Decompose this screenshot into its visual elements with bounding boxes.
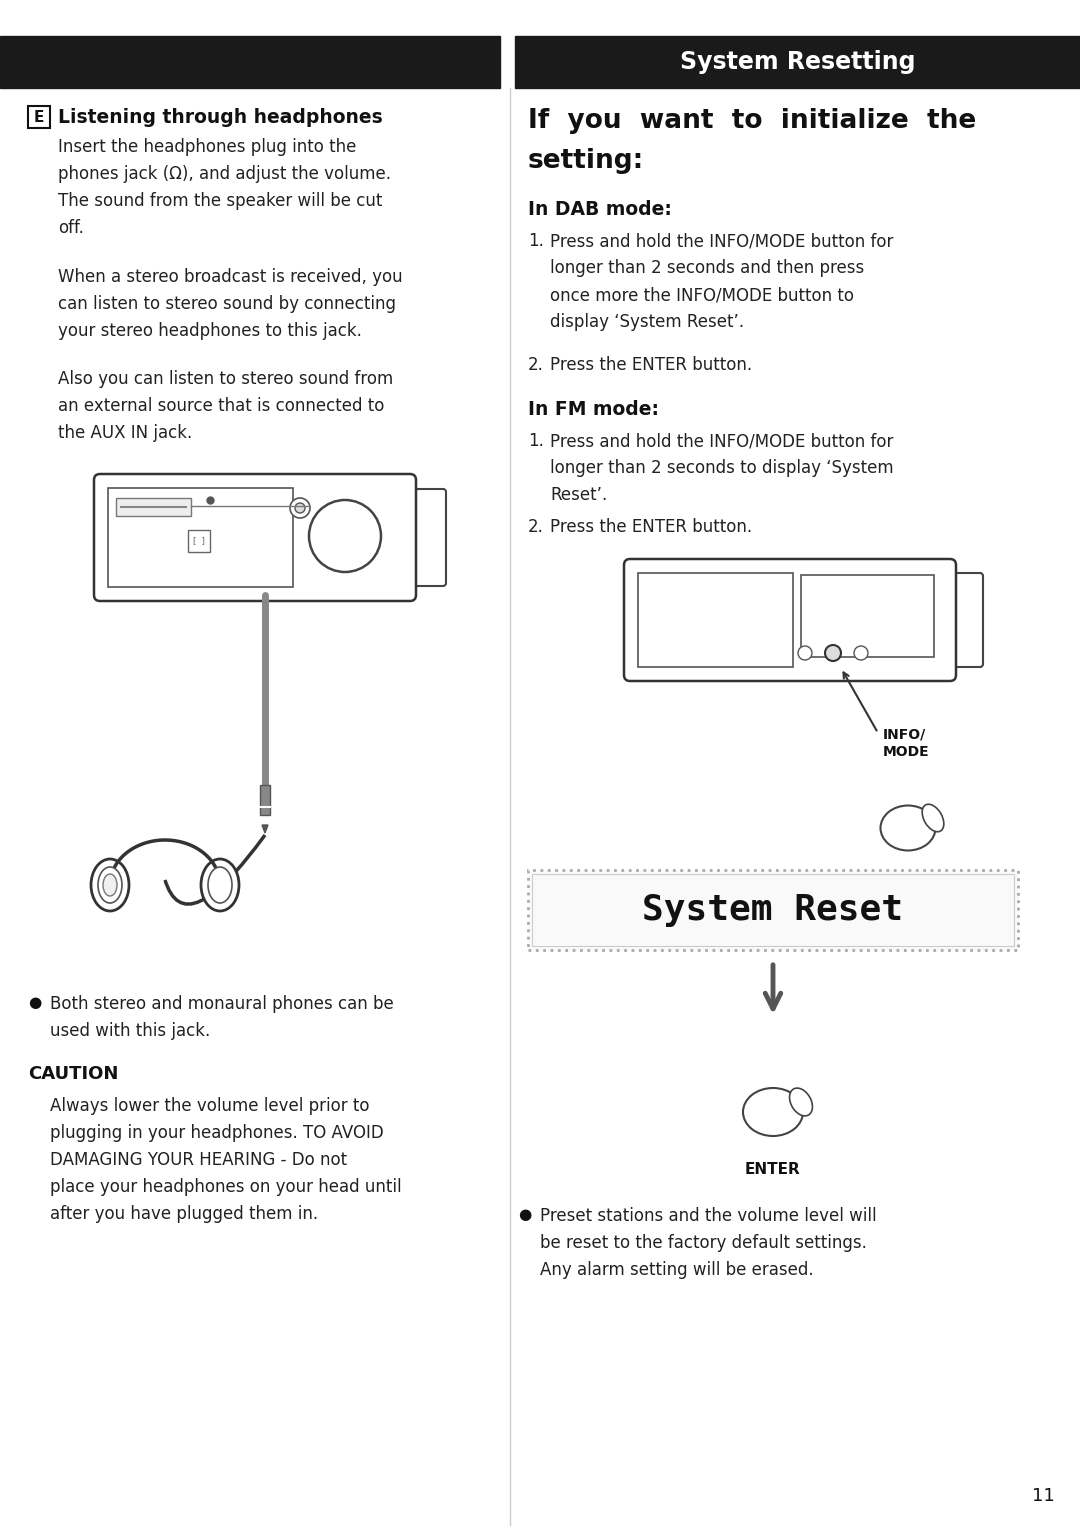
Ellipse shape	[201, 858, 239, 911]
Text: 2.: 2.	[528, 356, 544, 374]
Circle shape	[309, 500, 381, 572]
Bar	[801, 575, 934, 658]
Circle shape	[826, 645, 840, 661]
FancyBboxPatch shape	[945, 573, 983, 667]
Text: System Resetting: System Resetting	[679, 51, 915, 74]
FancyBboxPatch shape	[405, 489, 446, 586]
Text: Press and hold the INFO/MODE button for
longer than 2 seconds and then press
onc: Press and hold the INFO/MODE button for …	[550, 231, 893, 331]
Ellipse shape	[98, 868, 122, 903]
Text: System Reset: System Reset	[643, 894, 904, 927]
Text: Preset stations and the volume level will
be reset to the factory default settin: Preset stations and the volume level wil…	[540, 1206, 877, 1279]
Text: Both stereo and monaural phones can be
used with this jack.: Both stereo and monaural phones can be u…	[50, 995, 394, 1039]
Ellipse shape	[789, 1088, 812, 1116]
Circle shape	[295, 503, 305, 514]
Bar	[0, 35, 500, 87]
Text: CAUTION: CAUTION	[28, 1065, 119, 1082]
Text: In FM mode:: In FM mode:	[528, 400, 659, 419]
Bar	[638, 573, 793, 667]
Bar	[108, 487, 293, 587]
Bar	[260, 785, 270, 816]
Bar	[188, 530, 210, 552]
Text: [  ]: [ ]	[193, 537, 205, 546]
Ellipse shape	[208, 868, 232, 903]
Circle shape	[291, 498, 310, 518]
Text: If  you  want  to  initialize  the: If you want to initialize the	[528, 107, 976, 133]
Circle shape	[825, 645, 841, 661]
Text: Also you can listen to stereo sound from
an external source that is connected to: Also you can listen to stereo sound from…	[58, 369, 393, 442]
Text: INFO/
MODE: INFO/ MODE	[883, 728, 930, 759]
Text: Press and hold the INFO/MODE button for
longer than 2 seconds to display ‘System: Press and hold the INFO/MODE button for …	[550, 432, 893, 504]
Ellipse shape	[880, 805, 935, 851]
Polygon shape	[262, 825, 268, 832]
Bar	[515, 35, 1080, 87]
FancyBboxPatch shape	[28, 106, 50, 127]
Text: 1.: 1.	[528, 432, 544, 451]
Circle shape	[854, 645, 868, 661]
Text: 2.: 2.	[528, 518, 544, 537]
Text: ENTER: ENTER	[745, 1162, 801, 1177]
Ellipse shape	[743, 1088, 804, 1136]
Circle shape	[798, 645, 812, 661]
Bar	[116, 498, 191, 517]
Text: Press the ENTER button.: Press the ENTER button.	[550, 356, 752, 374]
Text: Listening through headphones: Listening through headphones	[58, 107, 382, 127]
FancyBboxPatch shape	[624, 560, 956, 681]
Text: 11: 11	[1032, 1487, 1055, 1505]
Ellipse shape	[922, 805, 944, 832]
Text: Press the ENTER button.: Press the ENTER button.	[550, 518, 752, 537]
Text: 1.: 1.	[528, 231, 544, 250]
Text: Insert the headphones plug into the
phones jack (Ω), and adjust the volume.
The : Insert the headphones plug into the phon…	[58, 138, 391, 238]
Text: E: E	[33, 109, 44, 124]
Text: setting:: setting:	[528, 149, 645, 175]
Bar	[532, 874, 1014, 946]
Text: Always lower the volume level prior to
plugging in your headphones. TO AVOID
DAM: Always lower the volume level prior to p…	[50, 1098, 402, 1223]
Bar	[528, 871, 1018, 950]
Text: ●: ●	[28, 995, 41, 1010]
Text: In DAB mode:: In DAB mode:	[528, 199, 672, 219]
Ellipse shape	[103, 874, 117, 895]
FancyBboxPatch shape	[94, 474, 416, 601]
Text: When a stereo broadcast is received, you
can listen to stereo sound by connectin: When a stereo broadcast is received, you…	[58, 268, 403, 340]
Text: ●: ●	[518, 1206, 531, 1222]
Ellipse shape	[91, 858, 129, 911]
